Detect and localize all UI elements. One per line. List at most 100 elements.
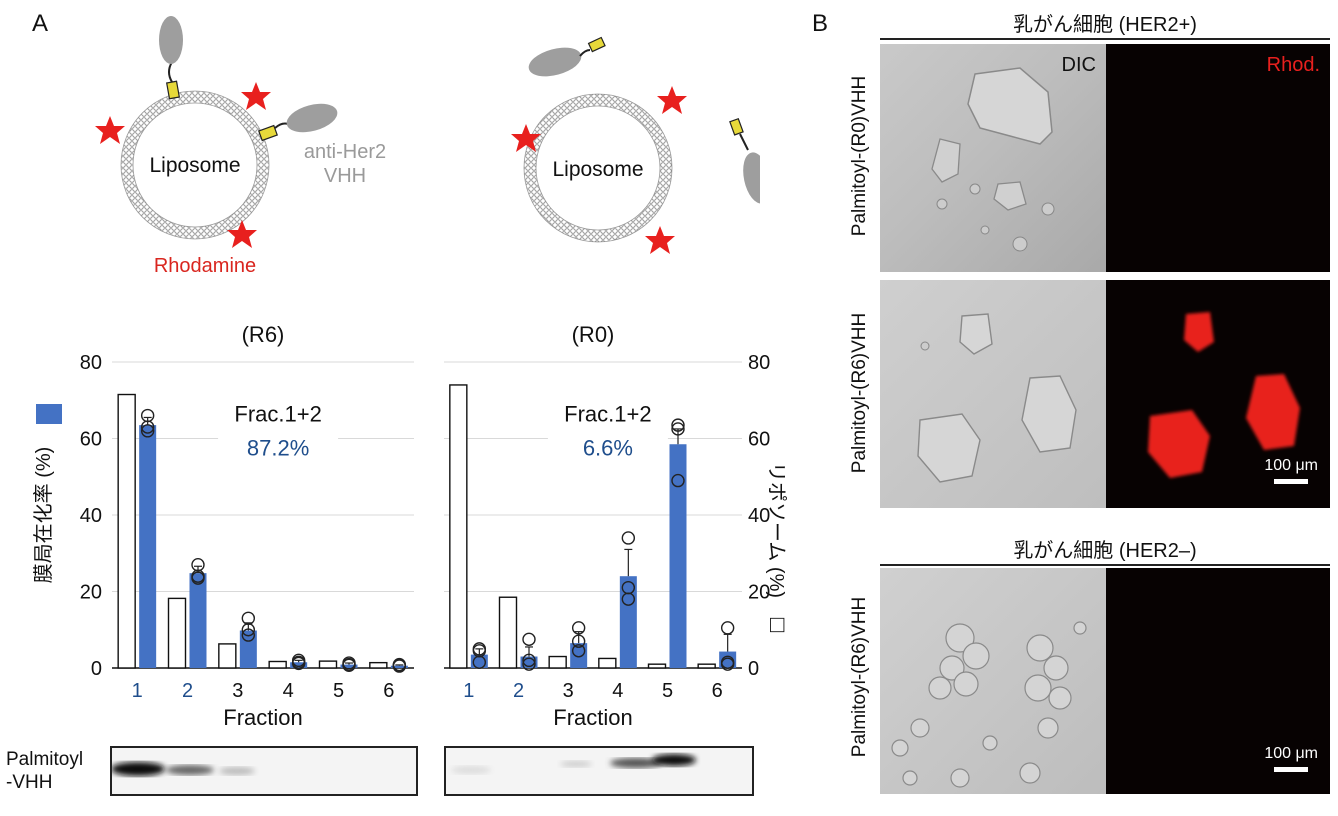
data-point	[522, 657, 536, 671]
bar-white	[318, 660, 338, 669]
data-point	[671, 418, 685, 432]
panel-a-letter: A	[32, 10, 49, 37]
fraction-bar-chart: 0 20 40 60 80 0 20 40 60 80 膜局在化率 (%) リポソーム (%) □ (R6…	[32, 322, 791, 730]
data-point	[392, 659, 407, 673]
bar-blue	[719, 651, 737, 668]
data-point	[571, 644, 586, 658]
vhh-anchor-right	[258, 103, 338, 142]
bar-blue	[390, 665, 408, 668]
y-tick-label-right: 80	[748, 352, 770, 374]
data-point	[571, 634, 586, 648]
x-tick-label: 6	[712, 680, 723, 702]
bar-white	[268, 660, 287, 669]
data-point	[522, 653, 536, 668]
data-point	[671, 473, 685, 488]
x-tick-label: 4	[283, 680, 294, 702]
scalebar-label-2: 100 μm	[1264, 745, 1318, 762]
bar-blue	[570, 643, 588, 668]
annotation-line-2: 6.6%	[583, 436, 633, 461]
x-tick-label: 3	[232, 680, 243, 702]
x-tick-label: 1	[463, 680, 474, 702]
x-tick-label: 1	[132, 680, 143, 702]
dic-label: DIC	[1061, 54, 1096, 76]
data-point	[621, 592, 636, 606]
bar-white	[449, 384, 468, 669]
y-tick-label-right: 40	[748, 505, 770, 527]
bar-white	[167, 597, 187, 669]
bar-blue	[340, 664, 358, 668]
x-tick-label: 5	[662, 680, 673, 702]
group1-title: 乳がん細胞 (HER2+)	[1013, 14, 1197, 36]
bar-white	[369, 661, 388, 669]
x-tick-label: 6	[383, 680, 394, 702]
scalebar-2: 100 μm	[1264, 745, 1318, 772]
chart-title: (R6)	[242, 322, 285, 347]
free-vhh-2	[729, 117, 760, 204]
data-point	[522, 632, 536, 647]
y-axis-label-right-marker: □	[764, 618, 791, 633]
bar-white	[498, 596, 518, 669]
rhod-image-r0: Rhod.	[1106, 44, 1330, 272]
x-tick-label: 5	[333, 680, 344, 702]
group2-rule	[880, 564, 1330, 566]
legend-marker-blue	[36, 404, 62, 424]
y-tick-label-left: 20	[80, 582, 102, 604]
data-point	[140, 420, 155, 434]
chart-title: (R0)	[572, 322, 615, 347]
data-point	[191, 571, 205, 585]
bar-blue	[290, 662, 308, 668]
x-tick-label: 4	[612, 680, 623, 702]
bar-white	[598, 657, 617, 669]
scalebar-label: 100 μm	[1264, 457, 1318, 474]
x-tick-label: 2	[513, 680, 524, 702]
row-label-2: Palmitoyl-(R6)VHH	[849, 312, 870, 474]
y-tick-label-left: 0	[91, 658, 102, 680]
vhh-label-2: VHH	[324, 165, 366, 187]
y-tick-label-left: 40	[80, 505, 102, 527]
panel-b-letter: B	[812, 10, 829, 37]
rhod-label: Rhod.	[1266, 54, 1320, 76]
data-point	[342, 658, 356, 673]
vhh-anchor-top	[159, 16, 183, 100]
blot-label: Palmitoyl -VHH	[6, 748, 83, 794]
bar-blue	[189, 573, 207, 668]
rhod-image-r6: 100 μm	[1106, 280, 1330, 508]
data-point	[241, 628, 256, 642]
free-vhh-1	[528, 36, 606, 77]
x-tick-label: 3	[563, 680, 574, 702]
vhh-label-1: anti-Her2	[304, 141, 386, 163]
scalebar-1: 100 μm	[1264, 457, 1318, 484]
row-label-3: Palmitoyl-(R6)VHH	[849, 596, 870, 758]
bar-blue	[669, 444, 687, 668]
row-label-1: Palmitoyl-(R0)VHH	[849, 75, 870, 237]
western-blot-r6	[110, 746, 418, 796]
annotation-bg	[547, 404, 668, 471]
data-point	[140, 424, 155, 438]
blot-label-line-1: Palmitoyl	[6, 749, 84, 770]
group1-rule	[880, 38, 1330, 40]
rhodamine-stars-left	[95, 82, 271, 248]
dic-image-r0: DIC	[880, 44, 1106, 272]
data-point	[571, 621, 586, 635]
data-point	[291, 656, 306, 671]
data-point	[671, 422, 685, 436]
bar-white	[697, 663, 716, 669]
y-axis-label-left: 膜局在化率 (%)	[32, 447, 55, 584]
data-point	[472, 655, 487, 669]
bar-white	[218, 643, 237, 669]
western-blot-r0	[444, 746, 754, 796]
x-axis-label: Fraction	[553, 705, 632, 730]
dic-image-r6	[880, 280, 1106, 508]
y-tick-label-left: 80	[80, 352, 102, 374]
liposome-schematic: Liposome anti-Her2 VHH Rhodamine Liposom…	[95, 16, 760, 277]
rhodamine-stars-right	[511, 86, 687, 254]
blot-label-line-2: -VHH	[6, 772, 53, 793]
x-axis-label: Fraction	[223, 705, 302, 730]
data-point	[241, 623, 256, 637]
bar-blue	[619, 576, 637, 668]
rhodamine-label: Rhodamine	[154, 255, 256, 277]
bar-blue	[139, 425, 157, 668]
data-point	[621, 531, 636, 545]
bar-white	[647, 663, 667, 669]
group2-title: 乳がん細胞 (HER2–)	[1013, 540, 1197, 562]
